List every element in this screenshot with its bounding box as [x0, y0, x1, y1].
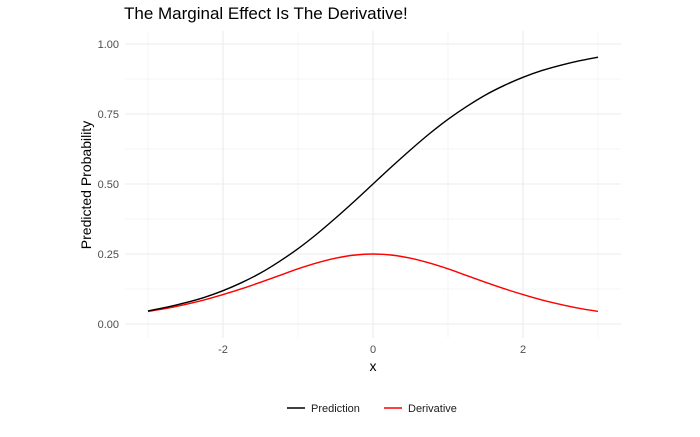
x-axis-title: x [370, 358, 377, 374]
legend-label-derivative: Derivative [408, 403, 457, 415]
legend-item-derivative: Derivative [384, 403, 457, 415]
y-axis-title: Predicted Probability [78, 121, 94, 249]
chart-title: The Marginal Effect Is The Derivative! [124, 4, 408, 23]
series-line-prediction [147, 56, 599, 312]
y-tick-label: 0.50 [98, 179, 119, 191]
tick-labels: -2 0 2 0.00 0.25 0.50 0.75 1.00 [98, 39, 526, 356]
y-tick-label: 0.00 [98, 319, 119, 331]
series-layer [147, 56, 599, 313]
y-tick-label: 1.00 [98, 39, 119, 51]
legend: Prediction Derivative [287, 403, 457, 415]
x-tick-label: 0 [370, 344, 376, 356]
series-line-derivative [147, 253, 599, 313]
x-tick-label: 2 [520, 344, 526, 356]
x-tick-label: -2 [218, 344, 228, 356]
legend-label-prediction: Prediction [311, 403, 360, 415]
y-tick-label: 0.25 [98, 249, 119, 261]
legend-item-prediction: Prediction [287, 403, 360, 415]
y-tick-label: 0.75 [98, 109, 119, 121]
